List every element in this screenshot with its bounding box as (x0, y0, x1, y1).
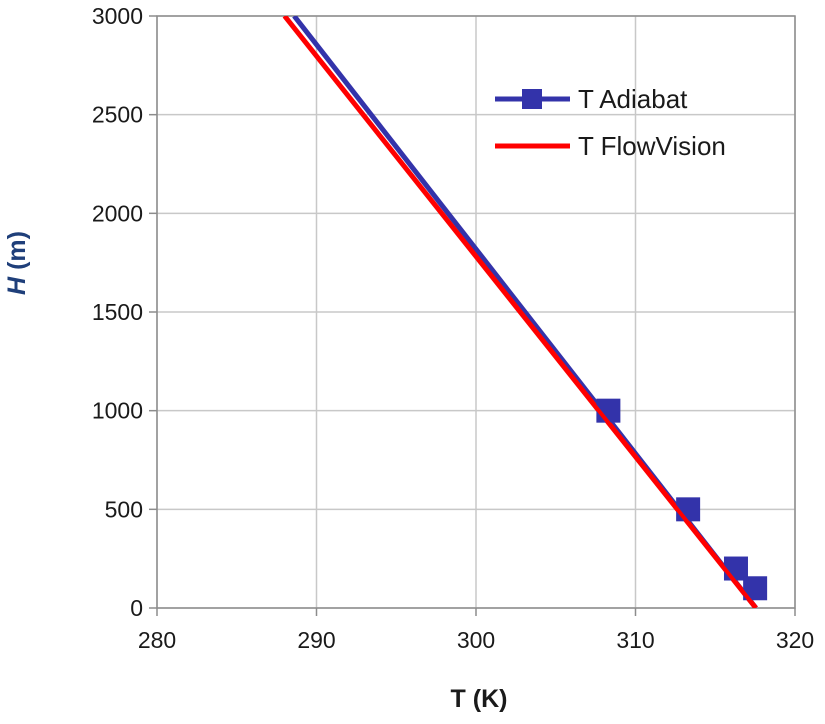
tick-labels: 280 290 300 310 320 0 500 1000 1500 2000 2500 3000 (92, 3, 814, 653)
x-tick-label: 290 (297, 627, 335, 653)
data-point-marker (676, 497, 701, 522)
legend: T Adiabat T FlowVision (495, 84, 726, 161)
x-axis-title: T (K) (451, 685, 508, 713)
y-tick-label: 500 (105, 496, 143, 522)
series-line-flowvision-overlay (283, 16, 758, 608)
y-axis-title-variable: H (3, 276, 31, 295)
y-axis-title: H (m) (3, 231, 31, 295)
y-tick-label: 2500 (92, 102, 143, 128)
x-tick-label: 300 (457, 627, 495, 653)
legend-label-flowvision: T FlowVision (578, 131, 726, 161)
y-tick-label: 0 (130, 595, 143, 621)
y-axis-title-unit: (m) (3, 231, 31, 277)
y-tick-label: 2000 (92, 200, 143, 226)
y-tick-label: 1500 (92, 299, 143, 325)
legend-label-adiabat: T Adiabat (578, 84, 688, 114)
y-tick-label: 1000 (92, 398, 143, 424)
x-tick-label: 310 (616, 627, 654, 653)
x-tick-label: 280 (138, 627, 176, 653)
y-tick-label: 3000 (92, 3, 143, 29)
legend-marker-adiabat (522, 89, 542, 109)
x-tick-label: 320 (776, 627, 814, 653)
series-layer (282, 16, 768, 608)
